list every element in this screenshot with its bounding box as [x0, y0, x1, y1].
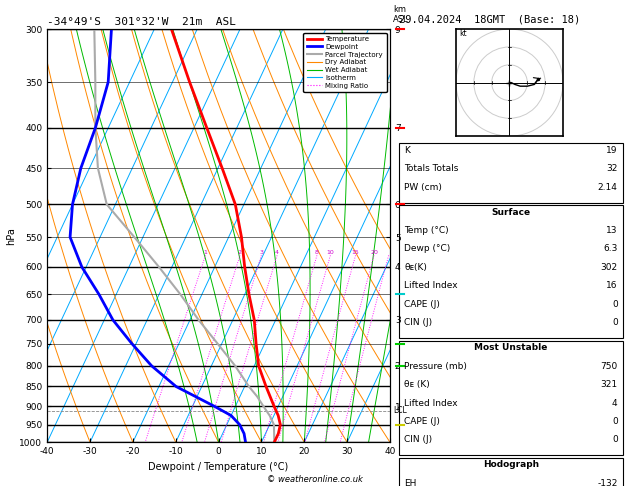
Text: CAPE (J): CAPE (J) [404, 300, 440, 309]
Text: Most Unstable: Most Unstable [474, 343, 548, 352]
Text: θᴇ (K): θᴇ (K) [404, 380, 430, 389]
Text: 0: 0 [612, 318, 618, 328]
Text: Temp (°C): Temp (°C) [404, 226, 449, 235]
Text: -132: -132 [598, 479, 618, 486]
Text: Hodograph: Hodograph [483, 460, 539, 469]
Text: 20: 20 [370, 250, 378, 255]
Text: 321: 321 [601, 380, 618, 389]
Text: 29.04.2024  18GMT  (Base: 18): 29.04.2024 18GMT (Base: 18) [399, 15, 581, 25]
Text: 302: 302 [601, 263, 618, 272]
Text: 0: 0 [612, 435, 618, 445]
Text: Surface: Surface [491, 208, 531, 217]
Text: 0: 0 [612, 300, 618, 309]
Text: CIN (J): CIN (J) [404, 318, 433, 328]
Text: Dewp (°C): Dewp (°C) [404, 244, 451, 254]
Text: Lifted Index: Lifted Index [404, 281, 458, 291]
Text: 1: 1 [203, 250, 208, 255]
Text: EH: EH [404, 479, 417, 486]
Text: 3: 3 [259, 250, 264, 255]
Text: 6.3: 6.3 [603, 244, 618, 254]
Text: km
ASL: km ASL [393, 5, 409, 24]
Text: Pressure (mb): Pressure (mb) [404, 362, 467, 371]
Text: © weatheronline.co.uk: © weatheronline.co.uk [267, 474, 362, 484]
Text: 4: 4 [275, 250, 279, 255]
Legend: Temperature, Dewpoint, Parcel Trajectory, Dry Adiabat, Wet Adiabat, Isotherm, Mi: Temperature, Dewpoint, Parcel Trajectory… [303, 33, 386, 92]
Text: 2.14: 2.14 [598, 183, 618, 192]
Y-axis label: hPa: hPa [6, 227, 16, 244]
Text: θᴇ(K): θᴇ(K) [404, 263, 427, 272]
X-axis label: Dewpoint / Temperature (°C): Dewpoint / Temperature (°C) [148, 462, 289, 472]
Text: 4: 4 [612, 399, 618, 408]
Text: 2: 2 [238, 250, 242, 255]
Text: Lifted Index: Lifted Index [404, 399, 458, 408]
Text: K: K [404, 146, 410, 155]
Text: PW (cm): PW (cm) [404, 183, 442, 192]
Text: 16: 16 [606, 281, 618, 291]
Text: 750: 750 [601, 362, 618, 371]
Text: CAPE (J): CAPE (J) [404, 417, 440, 426]
Text: 8: 8 [315, 250, 319, 255]
Text: 32: 32 [606, 164, 618, 174]
Text: kt: kt [460, 29, 467, 38]
Text: 10: 10 [326, 250, 334, 255]
Text: 19: 19 [606, 146, 618, 155]
Text: 13: 13 [606, 226, 618, 235]
Text: CIN (J): CIN (J) [404, 435, 433, 445]
Text: 0: 0 [612, 417, 618, 426]
Text: LCL: LCL [393, 406, 407, 415]
Text: -34°49'S  301°32'W  21m  ASL: -34°49'S 301°32'W 21m ASL [47, 17, 236, 27]
Text: Totals Totals: Totals Totals [404, 164, 459, 174]
Text: 15: 15 [352, 250, 359, 255]
